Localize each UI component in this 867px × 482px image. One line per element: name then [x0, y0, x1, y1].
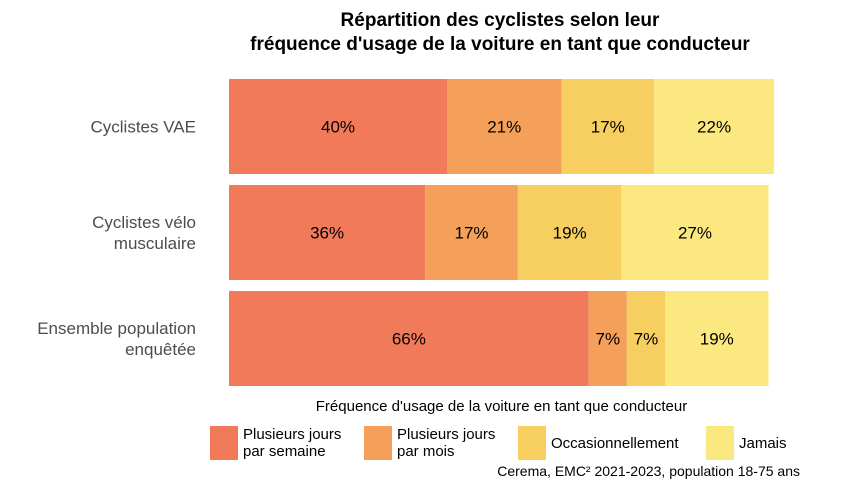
legend-label: Plusieurs jours par semaine: [243, 426, 342, 460]
legend-swatch: [706, 426, 734, 460]
category-label: Cyclistes vélo musculaire: [92, 213, 196, 253]
data-label: 7%: [634, 330, 659, 349]
bar-segment: [447, 79, 562, 174]
bar-segment: [621, 185, 769, 280]
legend-swatch: [210, 426, 238, 460]
legend-title: Fréquence d'usage de la voiture en tant …: [315, 398, 688, 415]
data-label: 66%: [392, 330, 426, 349]
data-label: 17%: [591, 118, 625, 137]
legend-swatch: [364, 426, 392, 460]
stacked-bar-chart: Cyclistes VAE 40% 21% 17% 22% Cyclistes vélo m…: [37, 79, 774, 386]
data-label: 40%: [321, 118, 355, 137]
data-label: 19%: [553, 224, 587, 243]
chart-title-line-1: Répartition des cyclistes selon leur: [340, 10, 660, 31]
bar-segment: [665, 291, 769, 386]
data-label: 7%: [595, 330, 620, 349]
legend-label: Occasionnellement: [551, 434, 679, 452]
legend-item-jamais: Jamais: [706, 426, 787, 460]
bar-segment: [654, 79, 774, 174]
legend-swatch: [518, 426, 546, 460]
category-label: Ensemble population enquêtée: [37, 319, 196, 359]
legend-label: Plusieurs jours par mois: [397, 426, 496, 460]
data-label: 17%: [455, 224, 489, 243]
source-caption: Cerema, EMC² 2021-2023, population 18-75…: [497, 463, 800, 479]
legend-item-plusieurs-jours-semaine: Plusieurs jours par semaine: [210, 426, 341, 460]
bar-segment: [561, 79, 655, 174]
legend-item-occasionnellement: Occasionnellement: [518, 426, 679, 460]
bar-segment: [229, 79, 447, 174]
data-label: 22%: [697, 118, 731, 137]
data-label: 36%: [310, 224, 344, 243]
category-label: Cyclistes VAE: [91, 118, 197, 137]
bar-segment: [517, 185, 622, 280]
bar-segment: [588, 291, 627, 386]
bar-segment: [229, 185, 426, 280]
data-label: 27%: [678, 224, 712, 243]
data-label: 21%: [487, 118, 521, 137]
bar-segment: [626, 291, 665, 386]
legend-item-plusieurs-jours-mois: Plusieurs jours par mois: [364, 426, 495, 460]
bar-segment: [229, 291, 589, 386]
data-label: 19%: [700, 330, 734, 349]
legend-label: Jamais: [739, 434, 787, 452]
bar-segment: [425, 185, 518, 280]
chart-title-line-2: fréquence d'usage de la voiture en tant …: [250, 34, 750, 55]
